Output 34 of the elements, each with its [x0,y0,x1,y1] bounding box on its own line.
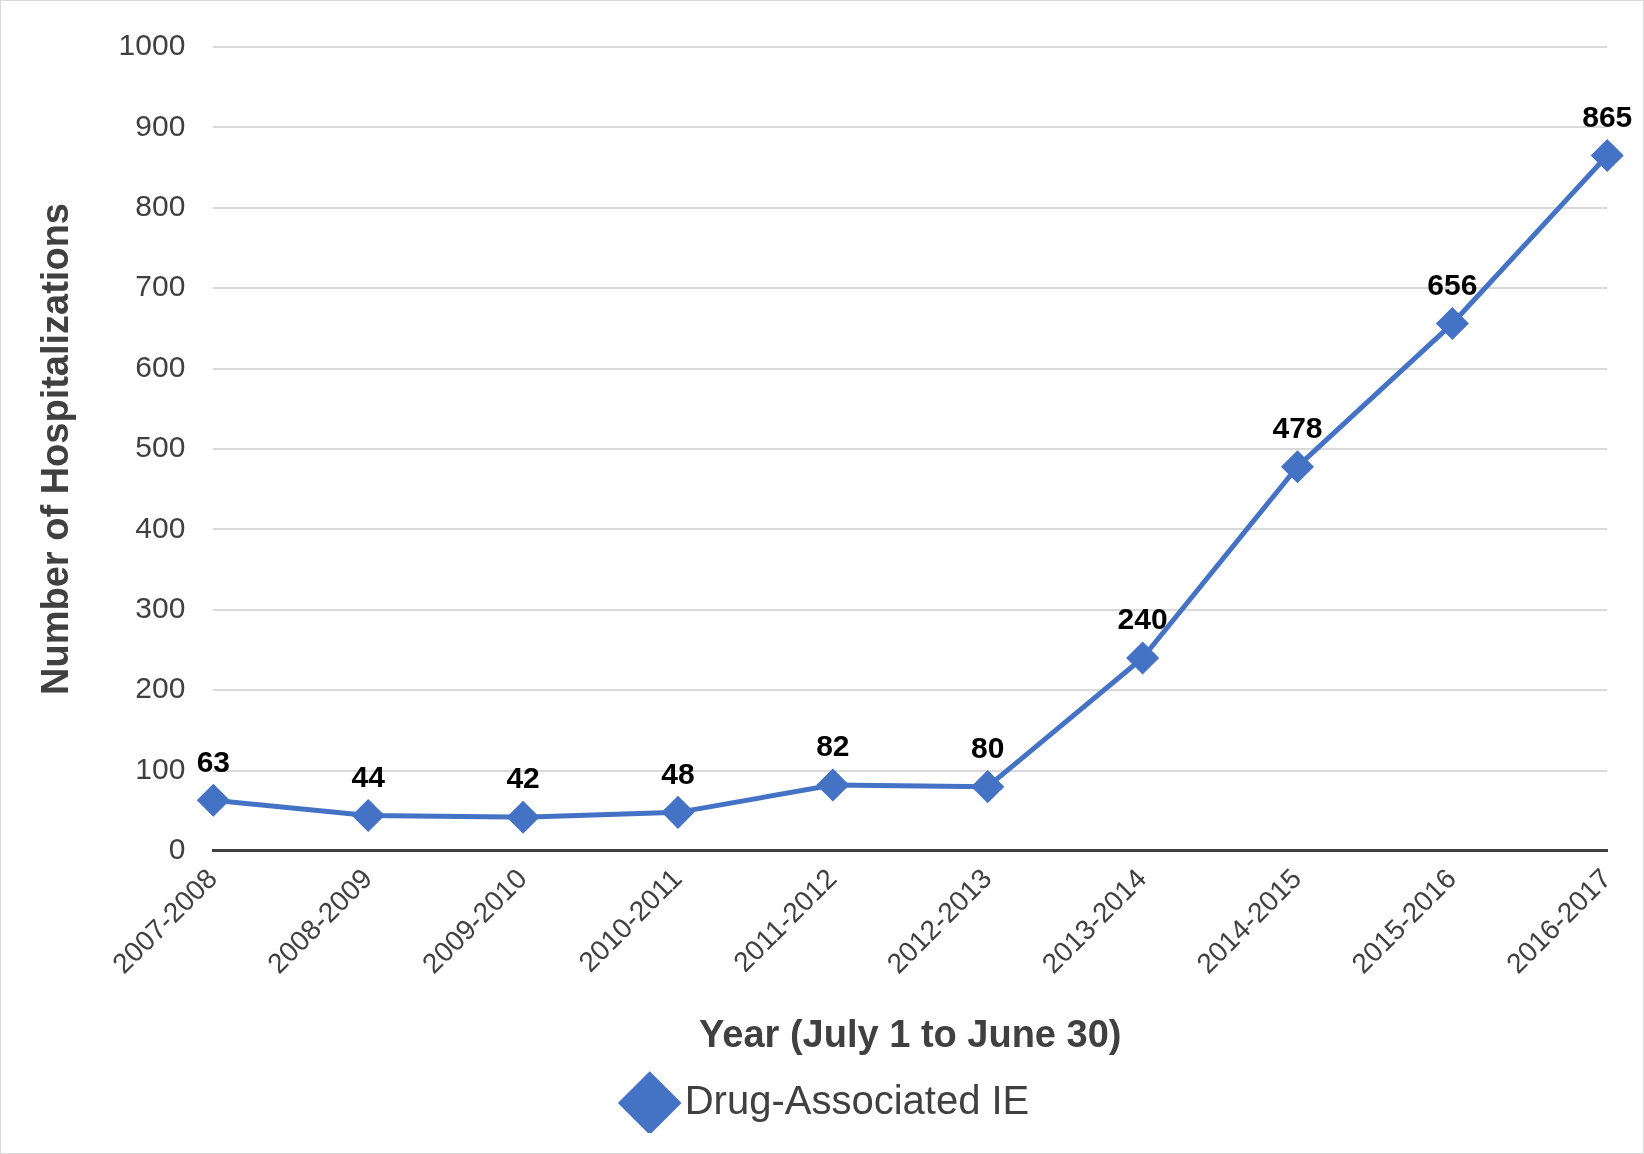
y-tick-label: 400 [135,510,186,544]
point [507,801,539,833]
point [1591,140,1623,172]
data-label: 63 [196,744,231,778]
data-label: 82 [816,729,850,763]
y-tick-label: 900 [135,108,186,142]
legend-label: Drug-Associated IE [684,1078,1030,1123]
data-label: 80 [971,730,1005,764]
data-label: 478 [1272,410,1323,444]
x-axis-title: Year (July 1 to June 30) [699,1012,1122,1055]
data-label: 42 [506,761,540,795]
y-axis-title: Number of Hospitalizations [34,203,77,695]
y-tick-label: 100 [135,751,186,785]
point [817,769,849,801]
point [662,796,694,828]
point [1436,308,1468,340]
data-label: 865 [1582,99,1633,133]
y-tick-label: 500 [135,430,186,464]
y-tick-label: 300 [135,591,186,625]
point [1127,642,1159,674]
point [1281,451,1313,483]
data-label: 44 [351,759,386,793]
y-tick-label: 1000 [118,28,186,62]
y-tick-label: 0 [168,832,186,866]
y-tick-label: 600 [135,349,186,383]
point [972,771,1004,803]
data-label: 656 [1427,267,1478,301]
data-label: 240 [1117,602,1168,636]
point [197,784,229,816]
y-tick-label: 200 [135,671,186,705]
data-label: 48 [661,756,695,790]
point [352,800,384,832]
y-tick-label: 700 [135,269,186,303]
y-tick-label: 800 [135,189,186,223]
